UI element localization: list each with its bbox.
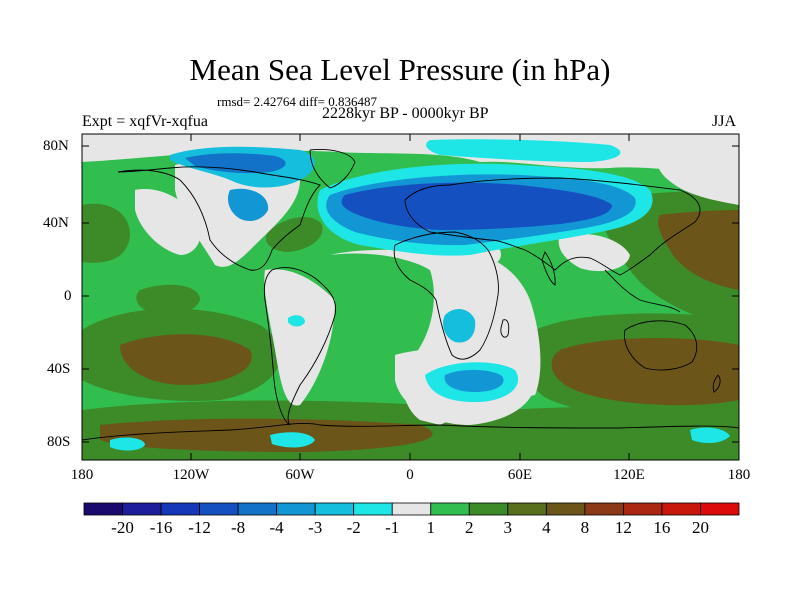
colorbar bbox=[83, 502, 740, 516]
x-label-120w: 120W bbox=[172, 467, 210, 483]
season-label: JJA bbox=[712, 113, 737, 130]
period-label: 2228kyr BP - 0000kyr BP bbox=[322, 105, 489, 122]
x-label-180-west: 180 bbox=[70, 467, 94, 483]
y-label-80s: 80S bbox=[47, 434, 71, 450]
antarctic-low-weddell bbox=[270, 432, 315, 448]
colorbar-swatch bbox=[700, 502, 740, 516]
colorbar-swatch bbox=[584, 502, 624, 516]
africa-low bbox=[443, 308, 476, 343]
colorbar-swatch bbox=[430, 502, 470, 516]
coast-north-america bbox=[117, 166, 321, 271]
map-field bbox=[82, 134, 739, 460]
colorbar-swatch bbox=[237, 502, 278, 516]
colorbar-swatch bbox=[468, 502, 509, 516]
southern-ring-brown bbox=[100, 418, 433, 452]
colorbar-label: -12 bbox=[188, 518, 211, 537]
y-label-0: 0 bbox=[64, 288, 72, 304]
chart-title: Mean Sea Level Pressure (in hPa) bbox=[189, 52, 611, 87]
eurasia-low-core bbox=[341, 182, 612, 230]
central-asia-neutral bbox=[558, 233, 630, 272]
colorbar-label: -8 bbox=[231, 518, 246, 537]
south-atlantic-low-core bbox=[444, 369, 504, 392]
colorbar-label: -2 bbox=[346, 518, 361, 537]
colorbar-label: 12 bbox=[614, 518, 632, 537]
colorbar-swatch bbox=[160, 502, 200, 516]
x-label-0: 0 bbox=[406, 467, 414, 483]
colorbar-swatch bbox=[314, 502, 355, 516]
x-label-60w: 60W bbox=[285, 467, 315, 483]
colorbar-swatch bbox=[661, 502, 701, 516]
y-label-40n: 40N bbox=[43, 215, 69, 231]
colorbar-label: 3 bbox=[503, 518, 513, 537]
colorbar-swatch bbox=[545, 502, 586, 516]
north-pacific-neutral-2 bbox=[658, 160, 739, 205]
x-label-180-east: 180 bbox=[727, 467, 751, 483]
colorbar-label: 2 bbox=[465, 518, 474, 537]
coast-southeast-asia bbox=[604, 269, 681, 313]
coast-new-zealand bbox=[712, 374, 721, 393]
colorbar-swatch bbox=[83, 502, 123, 516]
west-pacific-high-core bbox=[658, 210, 739, 290]
atlantic-high bbox=[265, 216, 323, 252]
coast-india bbox=[541, 251, 556, 286]
canada-low-core bbox=[185, 153, 286, 174]
axis-ticks bbox=[81, 134, 740, 460]
colorbar-label: -16 bbox=[149, 518, 173, 537]
labrador-low bbox=[227, 188, 269, 222]
colorbar-swatch bbox=[122, 502, 162, 516]
colorbar-label: -4 bbox=[269, 518, 284, 537]
colorbar-label: -1 bbox=[385, 518, 400, 537]
pacific-south-high-core bbox=[120, 334, 252, 385]
colorbar-label: 1 bbox=[426, 518, 436, 537]
colorbar-swatch bbox=[199, 502, 239, 516]
south-america-neutral bbox=[264, 269, 335, 406]
stats-line: rmsd= 2.42764 diff= 0.836487 bbox=[217, 94, 377, 109]
colorbar-swatch bbox=[623, 502, 663, 516]
colorbar-label: 8 bbox=[580, 518, 590, 537]
antarctic-low-west bbox=[110, 437, 145, 451]
colorbar-label: 20 bbox=[692, 518, 709, 537]
tropical-pacific-cyan bbox=[288, 315, 305, 327]
coastlines bbox=[82, 149, 739, 441]
coast-australia bbox=[624, 320, 698, 371]
north-pacific-high-west bbox=[82, 203, 130, 263]
coast-greenland bbox=[309, 149, 356, 189]
y-label-40s: 40S bbox=[47, 361, 71, 377]
coast-south-america bbox=[263, 267, 337, 426]
coast-africa bbox=[393, 231, 499, 360]
coast-madagascar bbox=[500, 319, 510, 338]
colorbar-swatch bbox=[276, 502, 316, 516]
coast-eurasia bbox=[404, 177, 701, 276]
colorbar-label: 4 bbox=[542, 518, 551, 537]
mid-pacific-olive bbox=[136, 284, 200, 315]
colorbar-swatch bbox=[391, 502, 432, 516]
x-label-60e: 60E bbox=[507, 467, 533, 483]
x-label-120e: 120E bbox=[613, 467, 645, 483]
colorbar-label: -20 bbox=[111, 518, 134, 537]
y-label-80n: 80N bbox=[43, 138, 69, 154]
colorbar-swatch bbox=[353, 502, 393, 516]
arctic-cyan-band bbox=[426, 139, 621, 162]
colorbar-swatch bbox=[507, 502, 547, 516]
antarctic-low-east bbox=[690, 427, 730, 444]
colorbar-label: 16 bbox=[653, 518, 671, 537]
indian-south-high-core bbox=[551, 338, 739, 406]
coast-antarctica bbox=[82, 422, 739, 441]
colorbar-label: -3 bbox=[308, 518, 323, 537]
experiment-label: Expt = xqfVr-xqfua bbox=[82, 113, 208, 130]
